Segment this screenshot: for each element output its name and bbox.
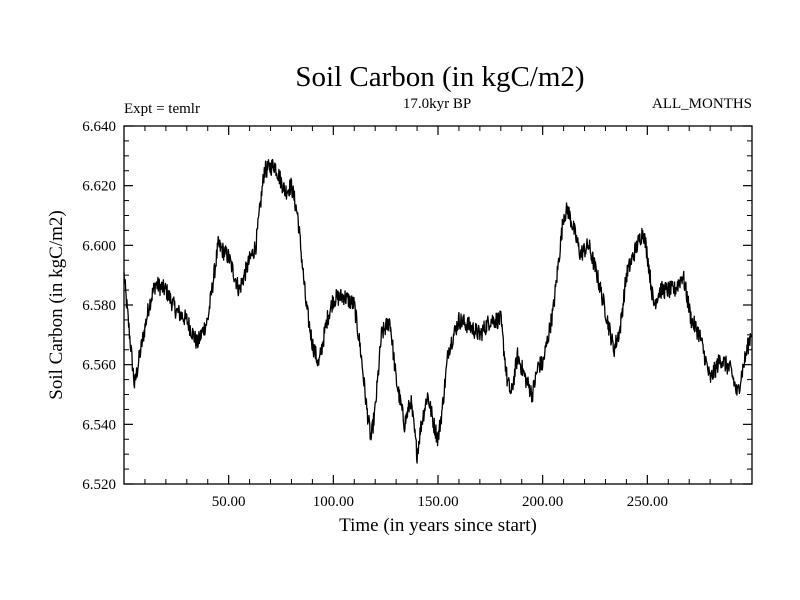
y-tick-label: 6.580: [82, 298, 116, 314]
x-tick-label: 200.00: [522, 494, 563, 510]
chart-subtitle: 17.0kyr BP: [403, 96, 471, 112]
x-tick-label: 150.00: [417, 494, 458, 510]
y-tick-label: 6.600: [82, 238, 116, 254]
y-tick-label: 6.620: [82, 179, 116, 195]
plot-frame: [123, 125, 753, 485]
x-tick-label: 50.00: [212, 494, 246, 510]
x-tick-label: 100.00: [313, 494, 354, 510]
y-tick-label: 6.640: [82, 119, 116, 135]
x-tick-label: 250.00: [627, 494, 668, 510]
y-axis-ticks: 6.520 6.540 6.560 6.580 6.600 6.620 6.640: [82, 119, 752, 493]
y-axis-label: Soil Carbon (in kgC/m2): [46, 210, 67, 399]
months-label: ALL_MONTHS: [652, 96, 752, 112]
experiment-label: Expt = temlr: [124, 101, 200, 117]
y-tick-label: 6.520: [82, 477, 116, 493]
x-axis-label: Time (in years since start): [339, 515, 537, 536]
x-axis-ticks: 50.00 100.00 150.00 200.00 250.00: [144, 126, 732, 510]
chart-title: Soil Carbon (in kgC/m2): [295, 61, 584, 93]
y-tick-label: 6.540: [82, 417, 116, 433]
soil-carbon-line: [123, 158, 753, 464]
y-tick-label: 6.560: [82, 358, 116, 374]
